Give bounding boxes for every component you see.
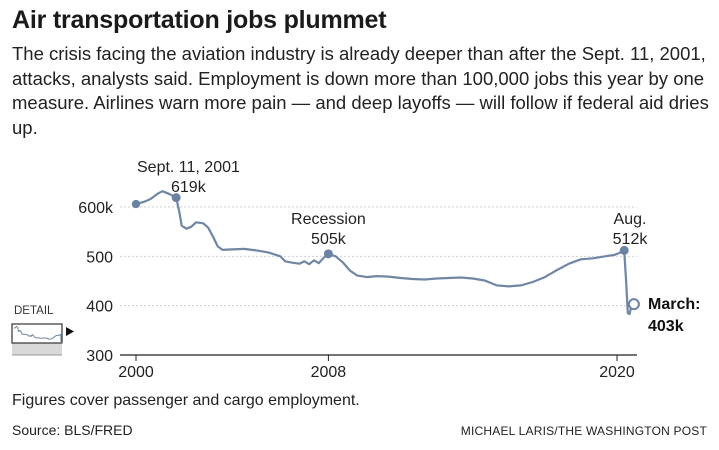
y-tick-label: 500 [86, 249, 113, 266]
gridlines [120, 206, 637, 361]
data-point-aug [619, 245, 629, 255]
detail-mini-line [13, 325, 62, 344]
annotation-sept11-value: 619k [171, 179, 207, 196]
chart-subtitle: The crisis facing the aviation industry … [12, 43, 709, 138]
data-point-sept11 [171, 193, 181, 203]
annotation-recession-label: Recession [291, 211, 366, 228]
series-layer [131, 190, 640, 316]
data-point-march [627, 298, 640, 311]
y-tick-label: 300 [86, 348, 113, 365]
annotation-march-value: 403k [648, 318, 684, 335]
x-tick-label: 2008 [311, 364, 347, 381]
detail-lower-band [12, 343, 62, 355]
detail-arrow-icon [66, 327, 74, 336]
annotation-march-label: March: [648, 296, 700, 313]
y-tick-label: 400 [86, 299, 113, 316]
x-tick-label: 2000 [118, 364, 154, 381]
labels-layer: 300 400 500 600k 2000 2008 2020 Sept. 11, 2001 6… [78, 159, 700, 381]
annotation-aug-label: Aug. [614, 211, 647, 228]
x-tick-label: 2020 [599, 364, 635, 381]
annotation-recession-value: 505k [311, 231, 347, 248]
footnote: Figures cover passenger and cargo employ… [12, 392, 360, 409]
source-note: Source: BLS/FRED [12, 422, 133, 438]
detail-inset: DETAIL [11, 305, 74, 356]
credit-line: MICHAEL LARIS/THE WASHINGTON POST [460, 424, 707, 438]
data-point-recession [323, 249, 333, 259]
data-point-start [131, 199, 141, 209]
detail-label: DETAIL [14, 305, 54, 317]
series-line [135, 190, 633, 316]
annotation-sept11-label: Sept. 11, 2001 [137, 159, 240, 176]
annotation-aug-value: 512k [613, 231, 649, 248]
chart-title: Air transportation jobs plummet [12, 6, 387, 34]
detail-zoom-box [11, 323, 63, 344]
y-tick-label: 600k [78, 200, 114, 217]
